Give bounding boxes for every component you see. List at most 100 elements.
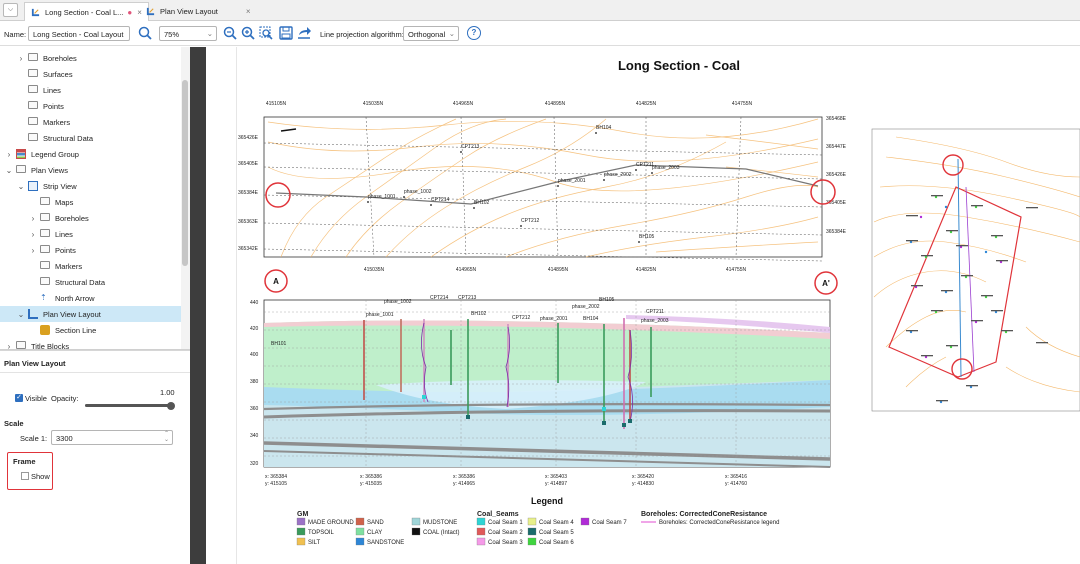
tree-item[interactable]: Structural Data xyxy=(0,274,181,290)
section-start-annotation xyxy=(265,182,291,208)
section-end-annotation xyxy=(810,179,836,205)
export-icon[interactable] xyxy=(296,25,312,41)
tree-item[interactable]: ⌄ Plan Views xyxy=(0,162,181,178)
north-arrow-icon: ⇡ xyxy=(40,293,47,302)
close-icon[interactable]: × xyxy=(137,7,142,17)
chevron-right-icon[interactable]: › xyxy=(19,53,23,63)
legend-title: Legend xyxy=(531,496,563,506)
chevron-down-icon: ⌵ xyxy=(7,6,14,13)
tree-item-label: Plan Views xyxy=(31,165,68,175)
name-field[interactable]: Long Section - Coal Layout xyxy=(28,26,130,41)
axis-tick-label: 415105N xyxy=(266,101,287,107)
tree-item-label: Points xyxy=(43,101,64,111)
tree-item[interactable]: ⌄ Plan View Layout xyxy=(0,306,181,322)
spinner-icon[interactable]: ⌃ ⌄ xyxy=(163,431,169,443)
tree-item[interactable]: Maps xyxy=(0,194,181,210)
tree-item-label: Strip View xyxy=(43,181,77,191)
tree-item[interactable]: Markers xyxy=(0,258,181,274)
zoom-in-icon[interactable] xyxy=(240,25,256,41)
zoom-to-fit-icon[interactable] xyxy=(137,25,153,41)
elevation-tick-label: 360 xyxy=(250,406,259,412)
chevron-right-icon[interactable]: › xyxy=(31,213,35,223)
tree-item[interactable]: Markers xyxy=(0,114,181,130)
legend-swatch xyxy=(476,517,486,526)
scale-input[interactable]: 3300 ⌃ ⌄ xyxy=(51,430,173,445)
borehole-label: CPT214 xyxy=(430,295,449,301)
borehole-point xyxy=(403,196,405,198)
coordinate-y-label: y: 415035 xyxy=(360,481,382,487)
toolbar: Name: Long Section - Coal Layout 75% ⌄ L… xyxy=(0,22,1080,46)
chevron-down-icon[interactable]: ⌄ xyxy=(5,165,13,175)
borehole-label: phase_2001 xyxy=(558,178,586,184)
tree-item[interactable]: › Lines xyxy=(0,226,181,242)
close-icon[interactable]: × xyxy=(245,7,251,16)
help-icon[interactable]: ? xyxy=(467,26,481,40)
tree-item[interactable]: Surfaces xyxy=(0,66,181,82)
long-section xyxy=(263,299,831,468)
legend-item-label: COAL (Intact) xyxy=(423,530,459,536)
plan-borehole-points: BH104 CPT213 phase_2002 CPT211phase_2003pha… xyxy=(367,125,680,243)
legend-item-label: TOPSOIL xyxy=(308,530,335,536)
legend-item-label: SANDSTONE xyxy=(367,540,404,546)
tree-item[interactable]: › Points xyxy=(0,242,181,258)
tree-item[interactable]: ⇡ North Arrow xyxy=(0,290,181,306)
layout-canvas[interactable]: Long Section - Coal 415105N 415035N xyxy=(206,47,1080,564)
chevron-right-icon[interactable]: › xyxy=(31,229,35,239)
chevron-right-icon[interactable]: › xyxy=(7,149,11,159)
tree-item[interactable]: Lines xyxy=(0,82,181,98)
tree-item-label: Structural Data xyxy=(55,277,106,287)
tree-item-label: Maps xyxy=(55,197,74,207)
tree-item[interactable]: ⌄ Strip View xyxy=(0,178,181,194)
coordinate-x-label: x: 365386 xyxy=(360,474,382,480)
legend-swatch xyxy=(580,517,590,526)
opacity-slider-handle[interactable] xyxy=(167,401,175,410)
zoom-region-icon[interactable] xyxy=(258,25,274,41)
chevron-down-icon[interactable]: ⌄ xyxy=(17,309,25,319)
properties-title: Plan View Layout xyxy=(4,359,66,368)
coordinate-y-label: y: 414760 xyxy=(725,481,747,487)
tree-item[interactable]: › Title Blocks xyxy=(0,338,181,349)
elevation-tick-label: 340 xyxy=(250,433,259,439)
folder-icon xyxy=(28,101,38,109)
chevron-right-icon[interactable]: › xyxy=(7,341,11,350)
borehole-point xyxy=(430,204,432,206)
visible-checkbox[interactable]: ✓ xyxy=(15,394,23,402)
legend-icon xyxy=(16,149,26,159)
legend-item-label: CLAY xyxy=(367,530,382,536)
borehole-label: BH105 xyxy=(599,297,615,303)
tab-long-section[interactable]: Long Section - Coal L... ● × xyxy=(24,2,149,21)
legend-swatch xyxy=(355,527,365,536)
tree-item[interactable]: › Legend Group xyxy=(0,146,181,162)
splitter[interactable] xyxy=(0,349,190,350)
tab-plan-view-layout[interactable]: Plan View Layout × xyxy=(140,2,257,21)
legend-item-label: Coal Seam 2 xyxy=(488,530,523,536)
tree-item[interactable]: › Boreholes xyxy=(0,50,181,66)
tree-item[interactable]: › Boreholes xyxy=(0,210,181,226)
borehole-label: CPT211 xyxy=(636,162,654,168)
tree-item-label: Section Line xyxy=(55,325,97,335)
tabs-menu-button[interactable]: ⌵ xyxy=(3,3,18,17)
chevron-right-icon[interactable]: › xyxy=(31,245,35,255)
tree-item[interactable]: Section Line xyxy=(0,322,181,338)
folder-icon xyxy=(28,69,38,77)
projection-select[interactable]: Orthogonal ⌄ xyxy=(403,26,459,41)
save-icon[interactable] xyxy=(278,25,294,41)
tab-label: Plan View Layout xyxy=(160,7,218,16)
axis-tick-label: 365384E xyxy=(238,190,259,196)
tree-item[interactable]: Points xyxy=(0,98,181,114)
legend-group-title: Boreholes: CorrectedConeResistance xyxy=(641,511,767,518)
borehole-label: CPT212 xyxy=(521,218,540,224)
zoom-out-icon[interactable] xyxy=(222,25,238,41)
tree-item[interactable]: Structural Data xyxy=(0,130,181,146)
opacity-slider[interactable] xyxy=(85,401,175,410)
tree-scrollbar-thumb[interactable] xyxy=(182,80,188,266)
axis-tick-label: 365342E xyxy=(238,246,259,252)
borehole-label: BH104 xyxy=(596,125,612,131)
legend-swatch xyxy=(476,527,486,536)
legend-swatch xyxy=(296,537,306,546)
zoom-select[interactable]: 75% ⌄ xyxy=(159,26,217,41)
axis-tick-label: 414895N xyxy=(548,267,569,273)
chevron-down-icon[interactable]: ⌄ xyxy=(17,181,25,191)
show-frame-checkbox[interactable] xyxy=(21,472,29,480)
